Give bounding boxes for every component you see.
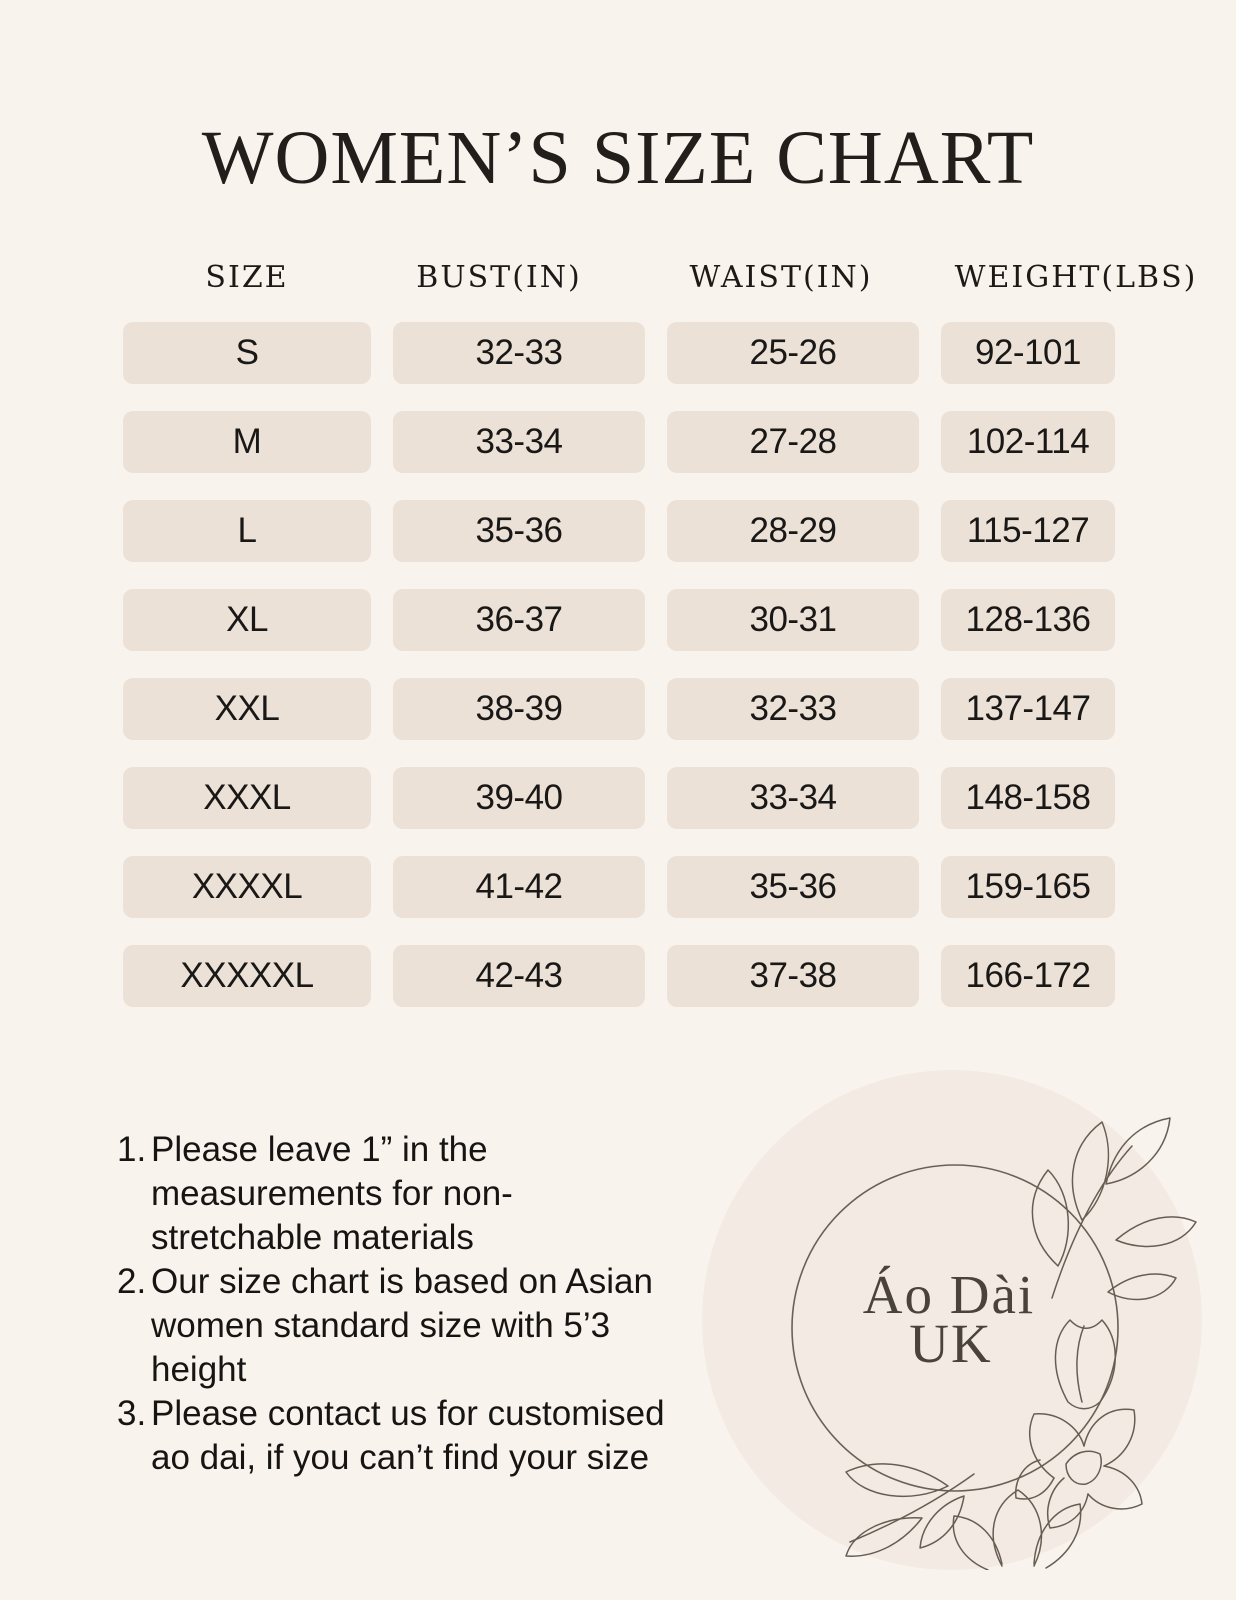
column-header-weight: WEIGHT(LBS) <box>954 260 1198 295</box>
cell-size: S <box>123 322 371 384</box>
cell-size: L <box>123 500 371 562</box>
cell-weight: 137-147 <box>941 678 1115 740</box>
cell-waist: 25-26 <box>667 322 919 384</box>
cell-waist: 37-38 <box>667 945 919 1007</box>
cell-bust: 35-36 <box>393 500 645 562</box>
cell-bust: 42-43 <box>393 945 645 1007</box>
logo-ring <box>791 1164 1119 1492</box>
cell-size: XXXXXL <box>123 945 371 1007</box>
note-item: 1. Please leave 1” in the measurements fo… <box>117 1128 679 1260</box>
cell-size: M <box>123 411 371 473</box>
logo-text-line1: Áo Dài <box>863 1264 1035 1325</box>
note-number: 2. <box>117 1262 147 1301</box>
cell-waist: 30-31 <box>667 589 919 651</box>
cell-bust: 39-40 <box>393 767 645 829</box>
cell-weight: 166-172 <box>941 945 1115 1007</box>
column-header-bust: BUST(IN) <box>416 260 582 295</box>
cell-size: XL <box>123 589 371 651</box>
floral-line-art-icon <box>845 1117 1197 1570</box>
cell-size: XXXXL <box>123 856 371 918</box>
cell-weight: 128-136 <box>941 589 1115 651</box>
cell-waist: 35-36 <box>667 856 919 918</box>
logo-text-line2: UK <box>909 1313 992 1374</box>
note-number: 1. <box>117 1130 147 1169</box>
page-title: WOMEN’S SIZE CHART <box>201 116 1035 200</box>
cell-weight: 102-114 <box>941 411 1115 473</box>
cell-waist: 27-28 <box>667 411 919 473</box>
note-text: Please leave 1” in the measurements for … <box>151 1130 513 1257</box>
cell-bust: 33-34 <box>393 411 645 473</box>
cell-bust: 41-42 <box>393 856 645 918</box>
note-text: Please contact us for customised ao dai,… <box>151 1394 665 1477</box>
cell-weight: 159-165 <box>941 856 1115 918</box>
brand-logo-badge: Áo Dài UK <box>702 1070 1202 1570</box>
cell-bust: 38-39 <box>393 678 645 740</box>
note-text: Our size chart is based on Asian women s… <box>151 1262 653 1389</box>
note-number: 3. <box>117 1394 147 1433</box>
notes-list: 1. Please leave 1” in the measurements fo… <box>117 1128 679 1480</box>
note-item: 3. Please contact us for customised ao da… <box>117 1392 679 1480</box>
cell-weight: 115-127 <box>941 500 1115 562</box>
size-table: SIZE BUST(IN) WAIST(IN) WEIGHT(LBS) S 32… <box>123 255 1195 1007</box>
cell-bust: 36-37 <box>393 589 645 651</box>
cell-size: XXXL <box>123 767 371 829</box>
cell-waist: 33-34 <box>667 767 919 829</box>
cell-bust: 32-33 <box>393 322 645 384</box>
note-item: 2. Our size chart is based on Asian women… <box>117 1260 679 1392</box>
cell-weight: 148-158 <box>941 767 1115 829</box>
cell-size: XXL <box>123 678 371 740</box>
column-header-waist: WAIST(IN) <box>689 260 873 295</box>
cell-waist: 28-29 <box>667 500 919 562</box>
cell-weight: 92-101 <box>941 322 1115 384</box>
logo-circle <box>702 1070 1202 1570</box>
cell-waist: 32-33 <box>667 678 919 740</box>
column-header-size: SIZE <box>205 260 289 295</box>
